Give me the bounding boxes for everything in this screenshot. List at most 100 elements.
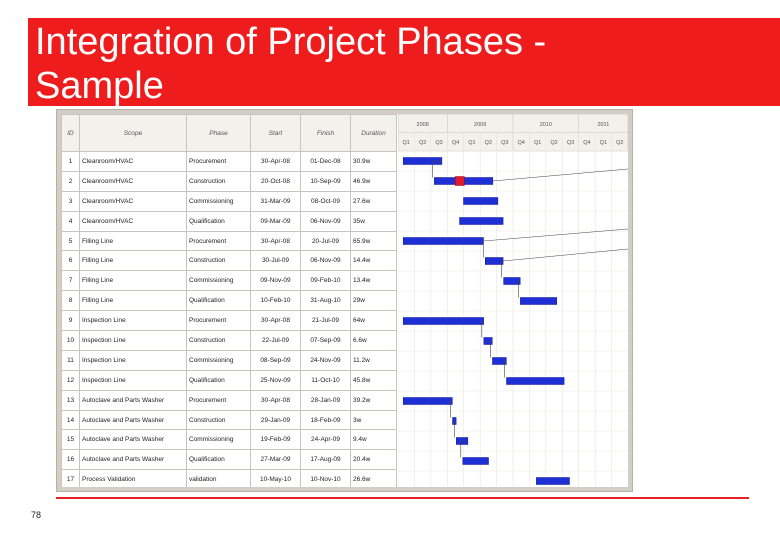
- quarter-label: Q2: [485, 140, 492, 146]
- cell-id: 6: [61, 250, 80, 272]
- cell-id: 13: [61, 389, 80, 411]
- cell-phase: Commissioning: [186, 429, 251, 451]
- quarter-label: Q2: [419, 140, 426, 146]
- quarter-label: Q3: [435, 140, 442, 146]
- cell-finish: 08-Oct-09: [300, 190, 351, 212]
- gantt-bar: [402, 157, 443, 165]
- cell-start: 30-Apr-08: [250, 389, 301, 411]
- cell-duration: 29w: [350, 290, 397, 312]
- gantt-bar: [485, 257, 504, 265]
- cell-id: 1: [61, 151, 80, 172]
- cell-scope: Inspection Line: [79, 330, 187, 351]
- cell-scope: Filling Line: [79, 290, 187, 312]
- cell-scope: Inspection Line: [79, 310, 187, 332]
- cell-phase: Commissioning: [186, 349, 251, 371]
- quarter-label: Q4: [452, 140, 459, 146]
- gantt-bar: [506, 377, 565, 385]
- cell-finish: 21-Jul-09: [300, 310, 351, 332]
- cell-id: 15: [61, 429, 80, 451]
- cell-scope: Inspection Line: [79, 369, 187, 391]
- cell-scope: Cleanroom/HVAC: [79, 151, 187, 172]
- dependency-link: [454, 420, 457, 438]
- cell-scope: Process Validation: [79, 469, 187, 487]
- cell-duration: 27.6w: [350, 190, 397, 212]
- cell-finish: 24-Apr-09: [300, 429, 351, 451]
- cell-duration: 14.4w: [350, 250, 397, 272]
- cell-finish: 17-Aug-09: [300, 449, 351, 471]
- cell-start: 25-Nov-09: [250, 369, 301, 391]
- cell-duration: 45.8w: [350, 369, 397, 391]
- gantt-bar: [503, 277, 521, 285]
- cell-start: 29-Jan-09: [250, 409, 301, 431]
- cell-start: 19-Feb-09: [250, 429, 301, 451]
- header-scope: Scope: [79, 114, 187, 152]
- slide-title-line-1: Integration of Project Phases -: [35, 21, 547, 63]
- gantt-bar: [459, 217, 504, 225]
- year-label: 2010: [540, 122, 552, 128]
- table-row: 16 Autoclave and Parts Washer Qualificatio…: [61, 449, 397, 471]
- gantt-bar: [402, 237, 484, 245]
- cell-duration: 30.9w: [350, 151, 397, 172]
- cell-phase: Construction: [186, 170, 251, 192]
- cell-duration: 11.2w: [350, 349, 397, 371]
- cell-scope: Autoclave and Parts Washer: [79, 389, 187, 411]
- cell-scope: Cleanroom/HVAC: [79, 210, 187, 232]
- cell-id: 8: [61, 290, 80, 312]
- quarter-label: Q1: [403, 140, 410, 146]
- quarter-label: Q3: [567, 140, 574, 146]
- dependency-link: [432, 160, 442, 178]
- quarter-label: Q1: [600, 140, 607, 146]
- gantt-bar: [536, 477, 570, 485]
- cell-duration: 3w: [350, 409, 397, 431]
- cell-finish: 06-Nov-09: [300, 250, 351, 272]
- dependency-link: [483, 228, 628, 242]
- quarter-label: Q2: [550, 140, 557, 146]
- table-row: 10 Inspection Line Construction 22-Jul-09 07…: [61, 330, 397, 351]
- dependency-link: [450, 400, 453, 418]
- quarter-label: Q1: [468, 140, 475, 146]
- cell-finish: 09-Feb-10: [300, 270, 351, 292]
- cell-duration: 64w: [350, 310, 397, 332]
- table-row: 17 Process Validation validation 10-May-10 1…: [61, 469, 397, 487]
- table-row: 6 Filling Line Construction 30-Jul-09 06-Nov…: [61, 250, 397, 272]
- quarter-label: Q4: [518, 140, 525, 146]
- gantt-bar: [402, 397, 453, 405]
- cell-start: 30-Jul-09: [250, 250, 301, 272]
- cell-id: 3: [61, 190, 80, 212]
- cell-scope: Cleanroom/HVAC: [79, 170, 187, 192]
- dependency-link: [460, 440, 468, 458]
- cell-duration: 39.2w: [350, 389, 397, 411]
- cell-scope: Inspection Line: [79, 349, 187, 371]
- cell-start: 31-Mar-09: [250, 190, 301, 212]
- cell-phase: Construction: [186, 250, 251, 272]
- dependency-link: [490, 340, 493, 358]
- cell-duration: 9.4w: [350, 429, 397, 451]
- quarter-label: Q1: [534, 140, 541, 146]
- milestone-marker: [455, 176, 465, 186]
- cell-duration: 20.4w: [350, 449, 397, 471]
- table-row: 8 Filling Line Qualification 10-Feb-10 31-Au…: [61, 290, 397, 312]
- gantt-chart: ID Scope Phase Start Finish Duration 1 Cl…: [61, 114, 628, 487]
- cell-finish: 06-Nov-09: [300, 210, 351, 232]
- gantt-bar: [483, 337, 493, 345]
- gantt-table: ID Scope Phase Start Finish Duration 1 Cl…: [61, 114, 397, 487]
- cell-duration: 65.9w: [350, 230, 397, 252]
- cell-phase: Commissioning: [186, 270, 251, 292]
- cell-start: 30-Apr-08: [250, 230, 301, 252]
- cell-finish: 11-Oct-10: [300, 369, 351, 391]
- cell-start: 30-Apr-08: [250, 310, 301, 332]
- dependency-link: [481, 320, 484, 338]
- cell-id: 10: [61, 330, 80, 351]
- gantt-chart-image: ID Scope Phase Start Finish Duration 1 Cl…: [56, 109, 633, 492]
- year-label: 2008: [417, 122, 429, 128]
- table-row: 9 Inspection Line Procurement 30-Apr-08 21-J…: [61, 310, 397, 332]
- cell-phase: Qualification: [186, 449, 251, 471]
- header-start: Start: [250, 114, 301, 152]
- title-banner: Integration of Project Phases - Sample: [28, 18, 780, 107]
- cell-scope: Autoclave and Parts Washer: [79, 429, 187, 451]
- header-id: ID: [61, 114, 80, 152]
- table-row: 3 Cleanroom/HVAC Commissioning 31-Mar-09 08-…: [61, 190, 397, 212]
- cell-phase: Commissioning: [186, 190, 251, 212]
- cell-scope: Filling Line: [79, 250, 187, 272]
- cell-duration: 6.6w: [350, 330, 397, 351]
